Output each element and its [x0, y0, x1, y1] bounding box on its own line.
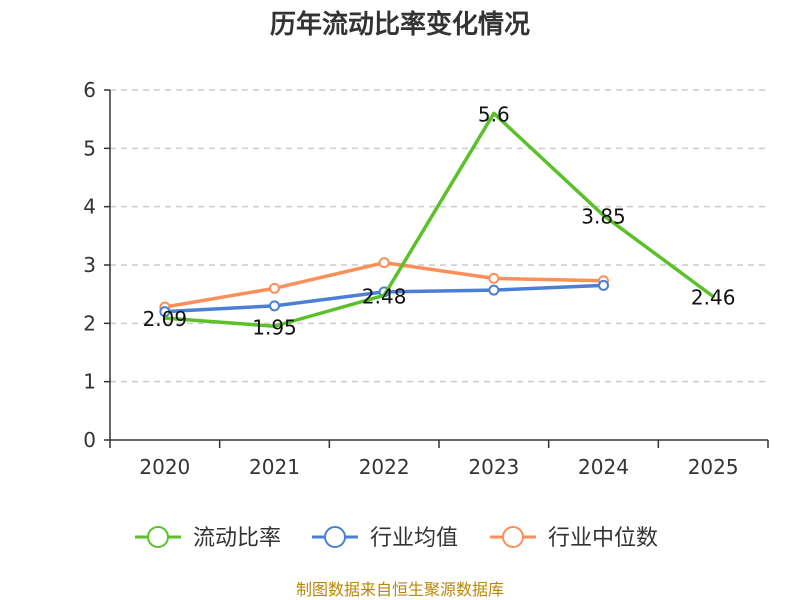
y-tick-label-4: 4	[83, 195, 96, 219]
y-tick-label-1: 1	[83, 370, 96, 394]
data-label-2022: 2.48	[362, 284, 407, 308]
legend-label-0[interactable]: 流动比率	[193, 526, 281, 551]
y-tick-label-3: 3	[83, 253, 96, 277]
data-label-2024: 3.85	[581, 204, 626, 228]
data-label-2023: 5.6	[478, 102, 510, 126]
data-label-2020: 2.09	[143, 307, 188, 331]
series-1-point-2021	[269, 300, 280, 312]
legend-label-1[interactable]: 行业均值	[370, 526, 458, 551]
y-tick-label-5: 5	[83, 136, 96, 160]
x-tick-label-2020: 2020	[139, 455, 190, 479]
axes: 0 1 2 3 4 5 6 2020 2021 2022 2023 2024 2025	[83, 78, 769, 479]
series-line-0	[163, 111, 715, 328]
series-1-point-2023	[488, 284, 500, 296]
x-tick-label-2022: 2022	[359, 455, 410, 479]
x-tick-label-2024: 2024	[578, 455, 629, 479]
series-2-point-2021	[269, 282, 280, 294]
legend: 流动比率 行业均值 行业中位数	[135, 526, 658, 551]
legend-marker-1	[324, 526, 346, 548]
series-2-point-2023	[488, 272, 500, 284]
legend-label-2[interactable]: 行业中位数	[548, 526, 658, 551]
grid-lines	[110, 89, 768, 383]
data-labels: 2.09 1.95 2.48 5.6 3.85 2.46	[143, 102, 736, 339]
source-text: 制图数据来自恒生聚源数据库	[296, 580, 504, 599]
series-group	[159, 111, 715, 328]
data-label-2021: 1.95	[252, 315, 297, 339]
chart-title: 历年流动比率变化情况	[270, 9, 530, 40]
x-tick-label-2023: 2023	[468, 455, 519, 479]
x-tick-label-2021: 2021	[249, 455, 300, 479]
series-1-point-2020	[159, 306, 171, 318]
y-tick-label-0: 0	[83, 428, 96, 452]
y-tick-label-6: 6	[83, 78, 96, 102]
data-label-2025: 2.46	[691, 286, 736, 310]
legend-marker-2	[502, 526, 524, 548]
x-tick-label-2025: 2025	[688, 455, 739, 479]
series-2-point-2022	[378, 257, 390, 269]
series-1-point-2024	[598, 279, 609, 291]
y-tick-label-2: 2	[83, 311, 96, 335]
legend-marker-0	[147, 526, 169, 548]
